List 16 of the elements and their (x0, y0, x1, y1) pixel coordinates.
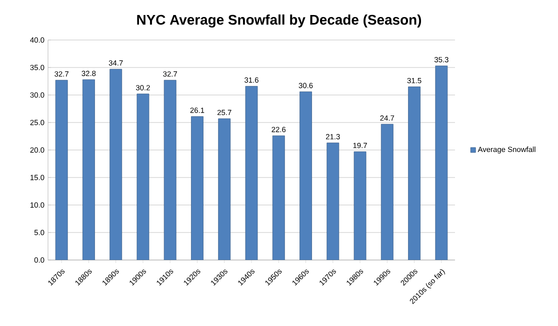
bar (55, 80, 68, 260)
bar (245, 86, 258, 260)
bar (408, 86, 421, 260)
bar (272, 136, 285, 260)
bar (354, 151, 366, 260)
bar (110, 68, 122, 260)
bar (300, 92, 312, 260)
chart-title: NYC Average Snowfall by Decade (Season) (137, 14, 422, 28)
bar (82, 79, 95, 260)
bar (380, 124, 394, 260)
bar (326, 142, 340, 260)
bar (136, 94, 150, 260)
bar (164, 80, 176, 260)
bar (191, 116, 204, 260)
bar (435, 66, 448, 260)
bar (218, 118, 231, 260)
